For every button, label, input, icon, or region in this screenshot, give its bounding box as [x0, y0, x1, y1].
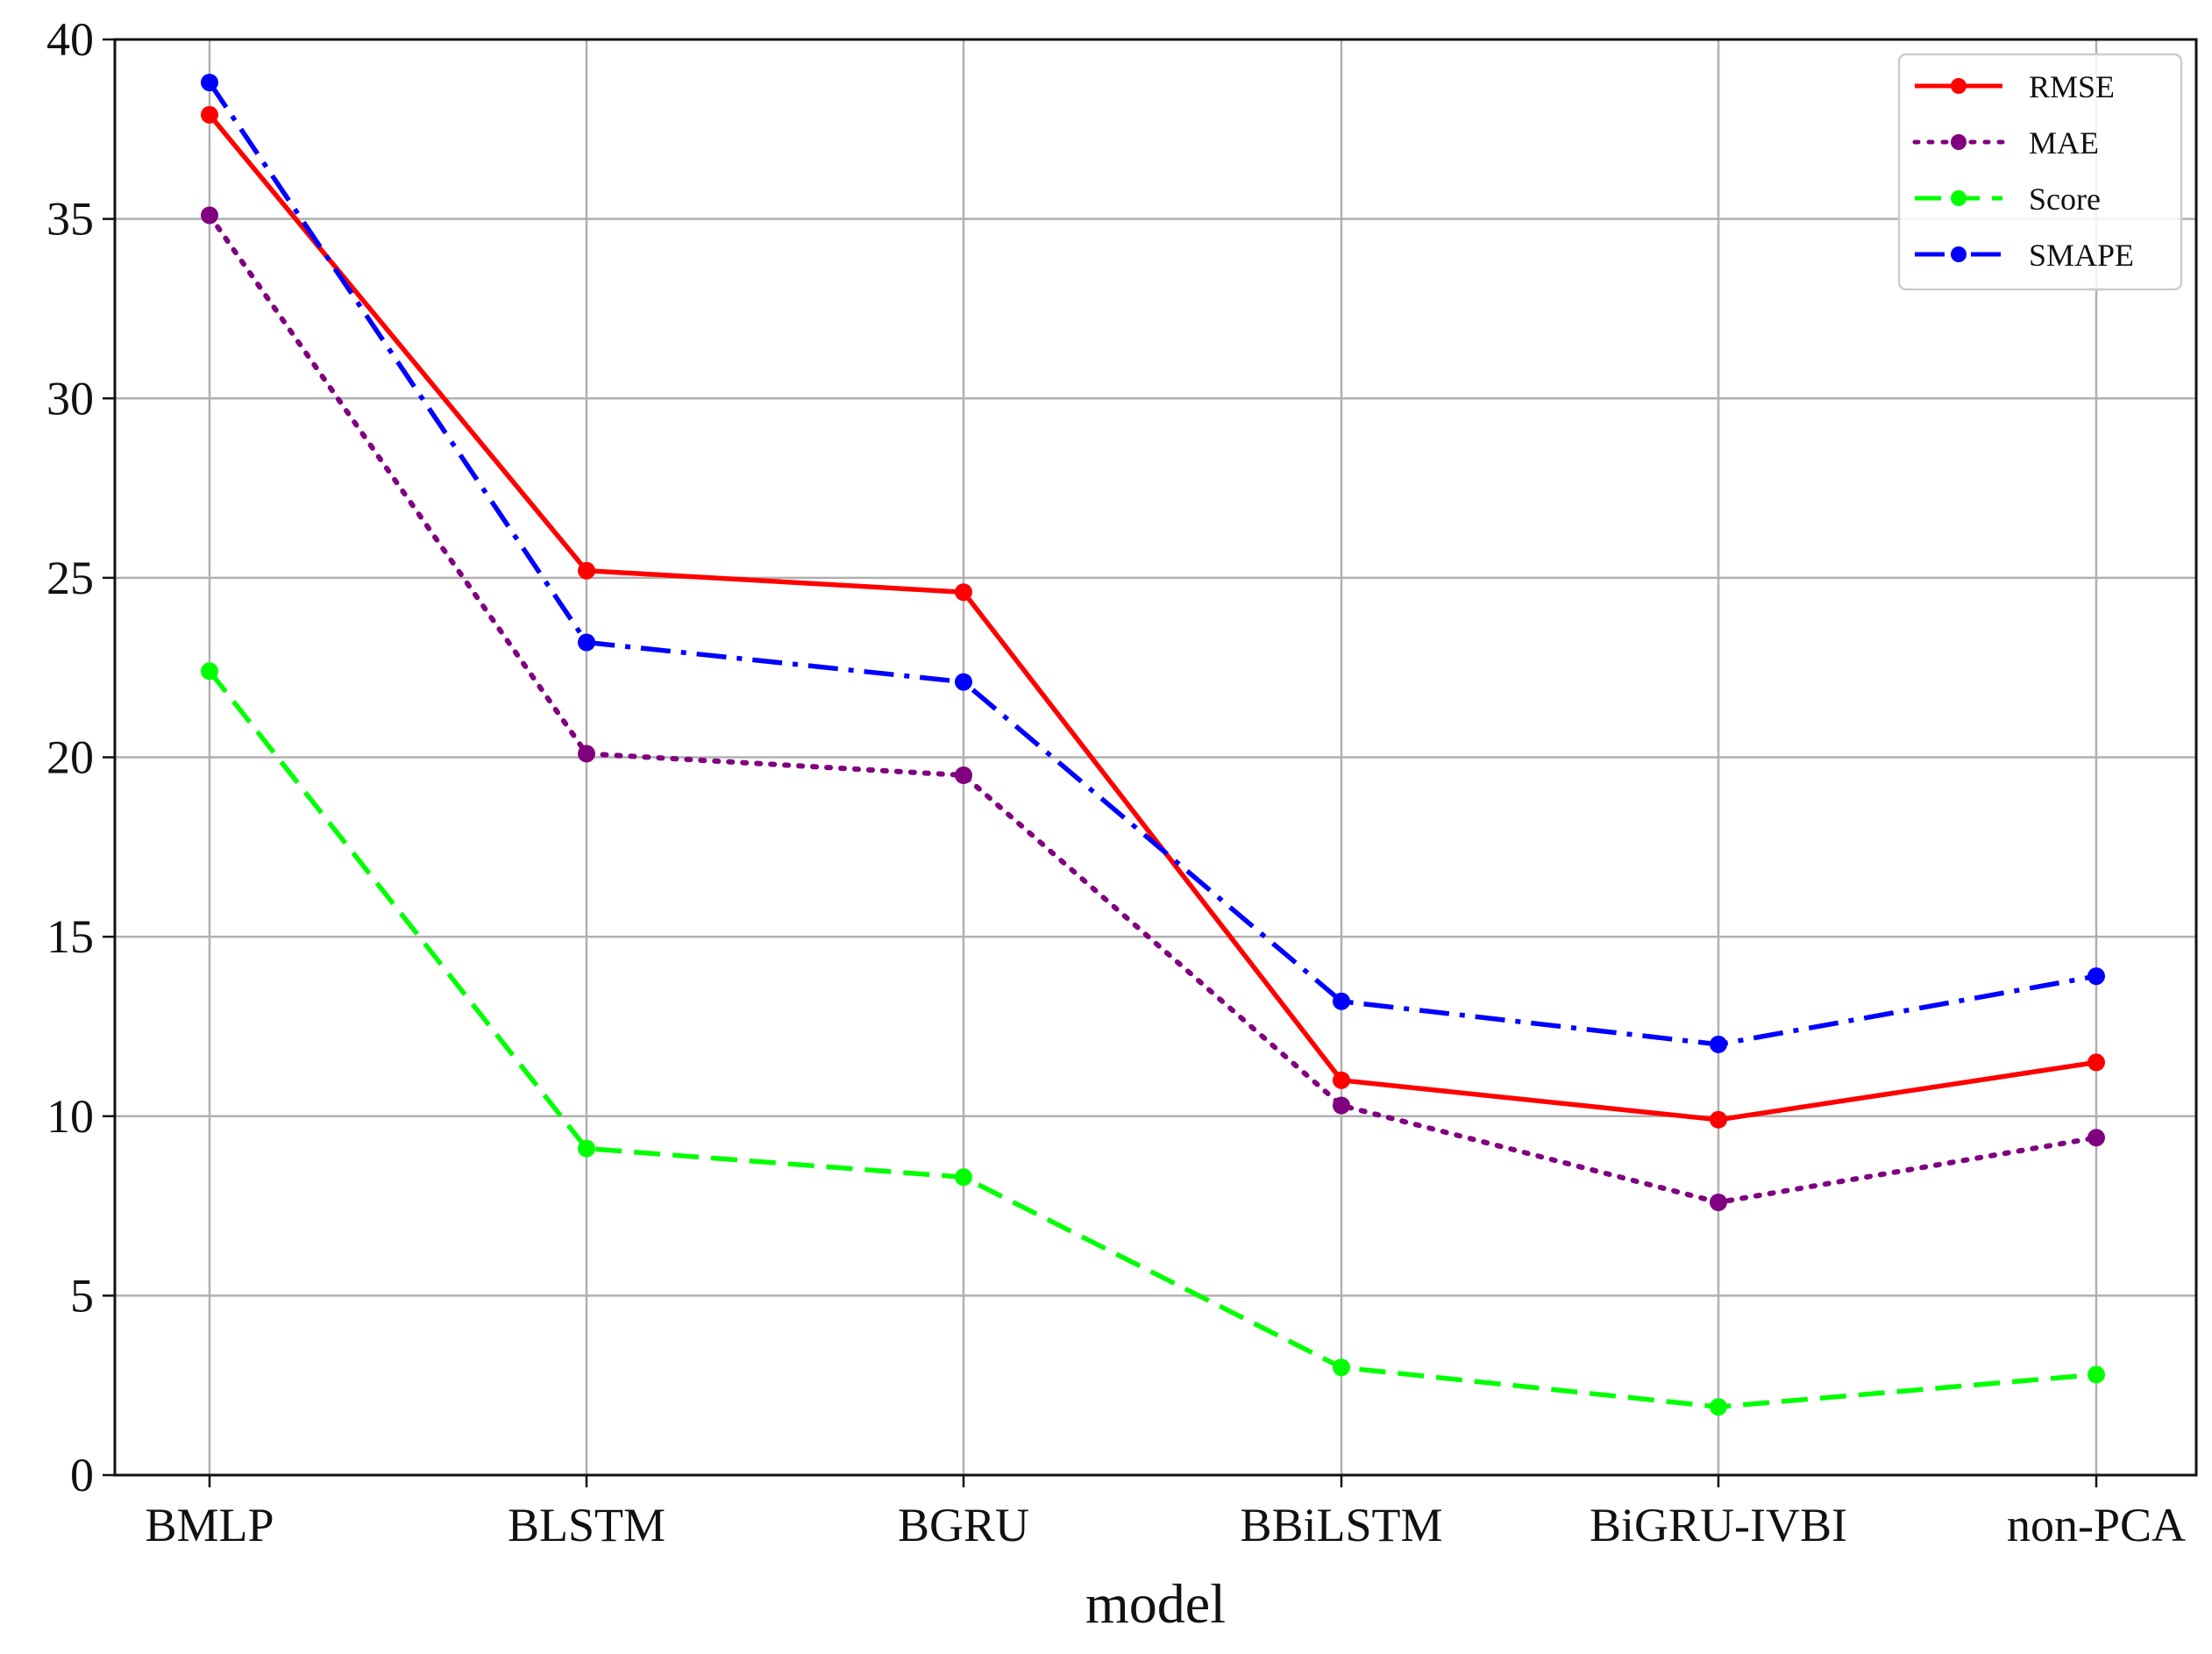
legend-marker-smape: [1951, 246, 1967, 262]
data-point-score-bigru-ivbi: [1710, 1398, 1727, 1416]
x-axis-title: model: [1085, 1572, 1226, 1635]
legend: RMSE MAE Score SMAPE: [1897, 53, 2183, 291]
data-point-mae-blstm: [578, 745, 595, 763]
y-tick-label-35: 35: [46, 193, 94, 246]
legend-marker-score: [1951, 190, 1967, 206]
series-lines: [201, 74, 2105, 1416]
data-point-mae-non-pca: [2088, 1129, 2105, 1147]
data-point-score-bgru: [955, 1168, 972, 1187]
y-tick-label-5: 5: [70, 1269, 94, 1322]
y-tick-label-10: 10: [46, 1090, 94, 1143]
data-point-smape-bgru: [955, 673, 972, 691]
x-tick-label-bigru-ivbi: BiGRU-IVBI: [1590, 1499, 1847, 1551]
data-point-score-bmlp: [201, 662, 218, 681]
series-line-mae: [207, 212, 2099, 1205]
x-tick-label-bgru: BGRU: [898, 1499, 1029, 1551]
data-point-rmse-bgru: [955, 583, 972, 602]
legend-box: [1897, 53, 2183, 291]
y-tick-label-20: 20: [46, 731, 94, 784]
legend-marker-mae: [1951, 134, 1967, 150]
y-tick-label-30: 30: [46, 372, 94, 424]
data-point-rmse-bigru-ivbi: [1710, 1110, 1727, 1129]
legend-label-score: Score: [2029, 182, 2101, 217]
legend-label-mae: MAE: [2029, 125, 2099, 160]
x-tick-label-non-pca: non-PCA: [2007, 1499, 2186, 1551]
data-point-score-non-pca: [2088, 1365, 2105, 1384]
data-point-smape-bigru-ivbi: [1710, 1035, 1727, 1053]
data-point-smape-non-pca: [2088, 967, 2105, 986]
legend-label-rmse: RMSE: [2029, 69, 2115, 104]
data-point-smape-bbilstm: [1333, 992, 1350, 1010]
series-line-score: [207, 669, 2097, 1409]
data-point-rmse-blstm: [578, 561, 595, 580]
y-tick-label-0: 0: [70, 1449, 94, 1501]
x-tick-label-bmlp: BMLP: [145, 1499, 274, 1551]
data-point-smape-bmlp: [201, 74, 218, 92]
data-point-rmse-bbilstm: [1333, 1071, 1350, 1089]
y-tick-label-25: 25: [46, 552, 94, 604]
data-point-rmse-non-pca: [2088, 1053, 2105, 1072]
y-tick-label-15: 15: [46, 910, 94, 963]
data-point-rmse-bmlp: [201, 105, 218, 124]
y-tick-label-40: 40: [46, 13, 94, 66]
legend-marker-rmse: [1951, 78, 1967, 94]
data-point-score-bbilstm: [1333, 1358, 1350, 1377]
data-point-mae-bbilstm: [1333, 1096, 1350, 1115]
legend-label-smape: SMAPE: [2029, 238, 2134, 273]
axis-ticks: 0 5 10 15 20 25 30 35 40 BMLP BLSTM BGRU BBiLSTM BiGR…: [46, 13, 2186, 1551]
x-tick-label-blstm: BLSTM: [508, 1499, 665, 1551]
series-line-smape: [207, 81, 2097, 1047]
data-point-mae-bmlp: [201, 206, 218, 225]
x-tick-label-bbilstm: BBiLSTM: [1240, 1499, 1442, 1551]
data-point-mae-bgru: [955, 766, 972, 784]
data-point-mae-bigru-ivbi: [1710, 1194, 1727, 1211]
series-line-rmse: [207, 113, 2097, 1123]
data-point-smape-blstm: [578, 633, 595, 652]
data-point-score-blstm: [578, 1139, 595, 1158]
